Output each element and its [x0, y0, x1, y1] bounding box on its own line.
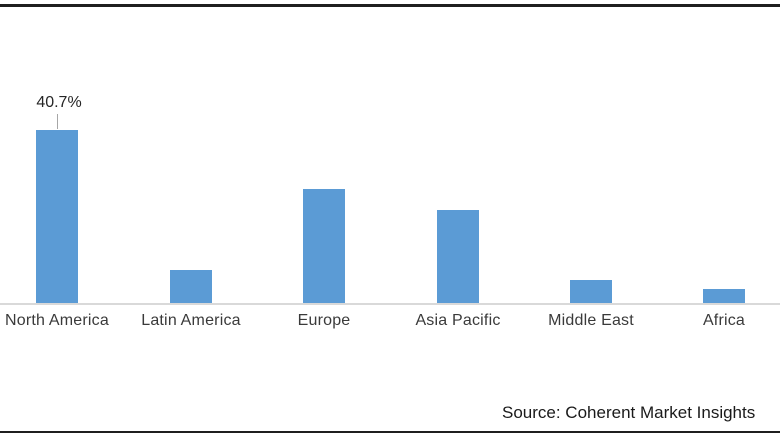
x-axis-label-north-america: North America: [5, 312, 109, 329]
bar-middle-east: [570, 280, 612, 303]
top-border-line: [0, 4, 780, 7]
bar-africa: [703, 289, 745, 303]
x-axis-label-asia-pacific: Asia Pacific: [415, 312, 501, 329]
x-axis-line: [0, 303, 780, 305]
leader-line-north-america: [57, 114, 58, 129]
x-axis-label-africa: Africa: [702, 312, 746, 329]
bar-latin-america: [170, 270, 212, 303]
x-axis-label-europe: Europe: [297, 312, 351, 329]
x-axis-label-middle-east: Middle East: [548, 312, 634, 329]
source-attribution: Source: Coherent Market Insights: [502, 403, 756, 422]
bar-asia-pacific: [437, 210, 479, 303]
x-axis-label-latin-america: Latin America: [141, 312, 241, 329]
bar-north-america: [36, 130, 78, 303]
bar-europe: [303, 189, 345, 303]
bottom-border-line: [0, 431, 780, 433]
data-label-north-america: 40.7%: [36, 94, 82, 111]
